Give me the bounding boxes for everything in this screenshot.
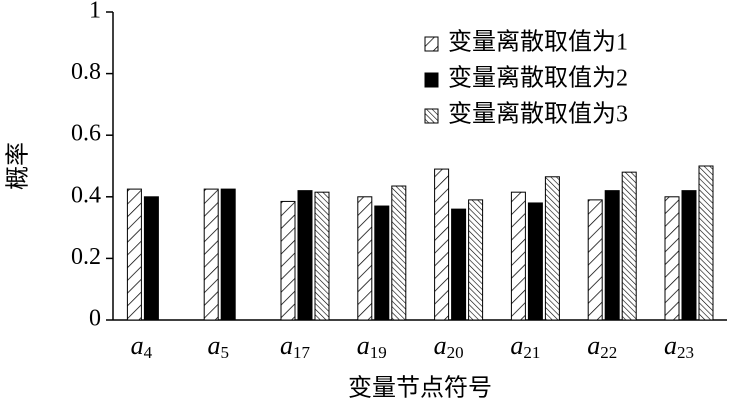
y-tick-label: 0.4 (71, 182, 101, 208)
x-tick-subscript: 17 (293, 343, 311, 362)
x-tick-subscript: 19 (370, 343, 387, 362)
bar (280, 200, 296, 321)
x-tick-subscript: 22 (600, 343, 617, 362)
x-tick-label: a21 (510, 331, 540, 362)
bar (544, 176, 560, 321)
y-tick-label: 0.8 (71, 59, 101, 85)
x-tick-subscript: 20 (447, 343, 464, 362)
y-axis-label: 概率 (5, 142, 32, 190)
bar (468, 199, 484, 321)
x-tick-label: a22 (587, 331, 617, 362)
bar (434, 168, 450, 321)
x-tick-label: a23 (664, 331, 694, 362)
x-tick-subscript: 23 (677, 343, 694, 362)
legend-swatch (424, 36, 439, 52)
x-tick-label: a4 (131, 331, 153, 362)
bar (604, 190, 620, 321)
x-tick-subscript: 5 (220, 343, 229, 362)
x-tick-subscript: 21 (523, 343, 540, 362)
x-tick-letter: a (434, 331, 447, 360)
bar (126, 188, 142, 321)
bar (203, 188, 219, 321)
y-tick-label: 0.6 (71, 121, 101, 147)
legend-label: 变量离散取值为2 (448, 65, 628, 92)
x-tick-letter: a (587, 331, 600, 360)
x-tick-letter: a (510, 331, 523, 360)
bar (220, 188, 236, 321)
x-axis-label: 变量节点符号 (348, 375, 492, 402)
x-tick-letter: a (664, 331, 677, 360)
x-tick-letter: a (280, 331, 293, 360)
legend-label: 变量离散取值为3 (448, 101, 628, 128)
bar (587, 199, 603, 321)
bar (143, 196, 159, 321)
y-tick-label: 1 (89, 0, 101, 24)
legend-label: 变量离散取值为1 (448, 29, 628, 56)
bar (621, 171, 637, 321)
x-tick-label: a5 (207, 331, 229, 362)
bar (664, 196, 680, 321)
bar (698, 165, 714, 321)
x-tick-subscript: 4 (144, 343, 153, 362)
legend-swatch (424, 108, 439, 124)
x-tick-label: a20 (434, 331, 464, 362)
x-tick-letter: a (357, 331, 370, 360)
bar (681, 190, 697, 321)
bar (314, 191, 330, 321)
y-tick-label: 0.2 (71, 244, 101, 270)
bar (374, 205, 390, 321)
x-tick-letter: a (131, 331, 144, 360)
bar (391, 185, 407, 321)
x-tick-letter: a (207, 331, 220, 360)
legend-swatch (424, 72, 439, 88)
bar (357, 196, 373, 321)
bar (527, 202, 543, 321)
x-tick-label: a17 (280, 331, 311, 362)
y-tick-label: 0 (89, 306, 101, 332)
bar (297, 190, 313, 321)
x-tick-label: a19 (357, 331, 387, 362)
bar (510, 191, 526, 321)
bar (451, 208, 467, 321)
